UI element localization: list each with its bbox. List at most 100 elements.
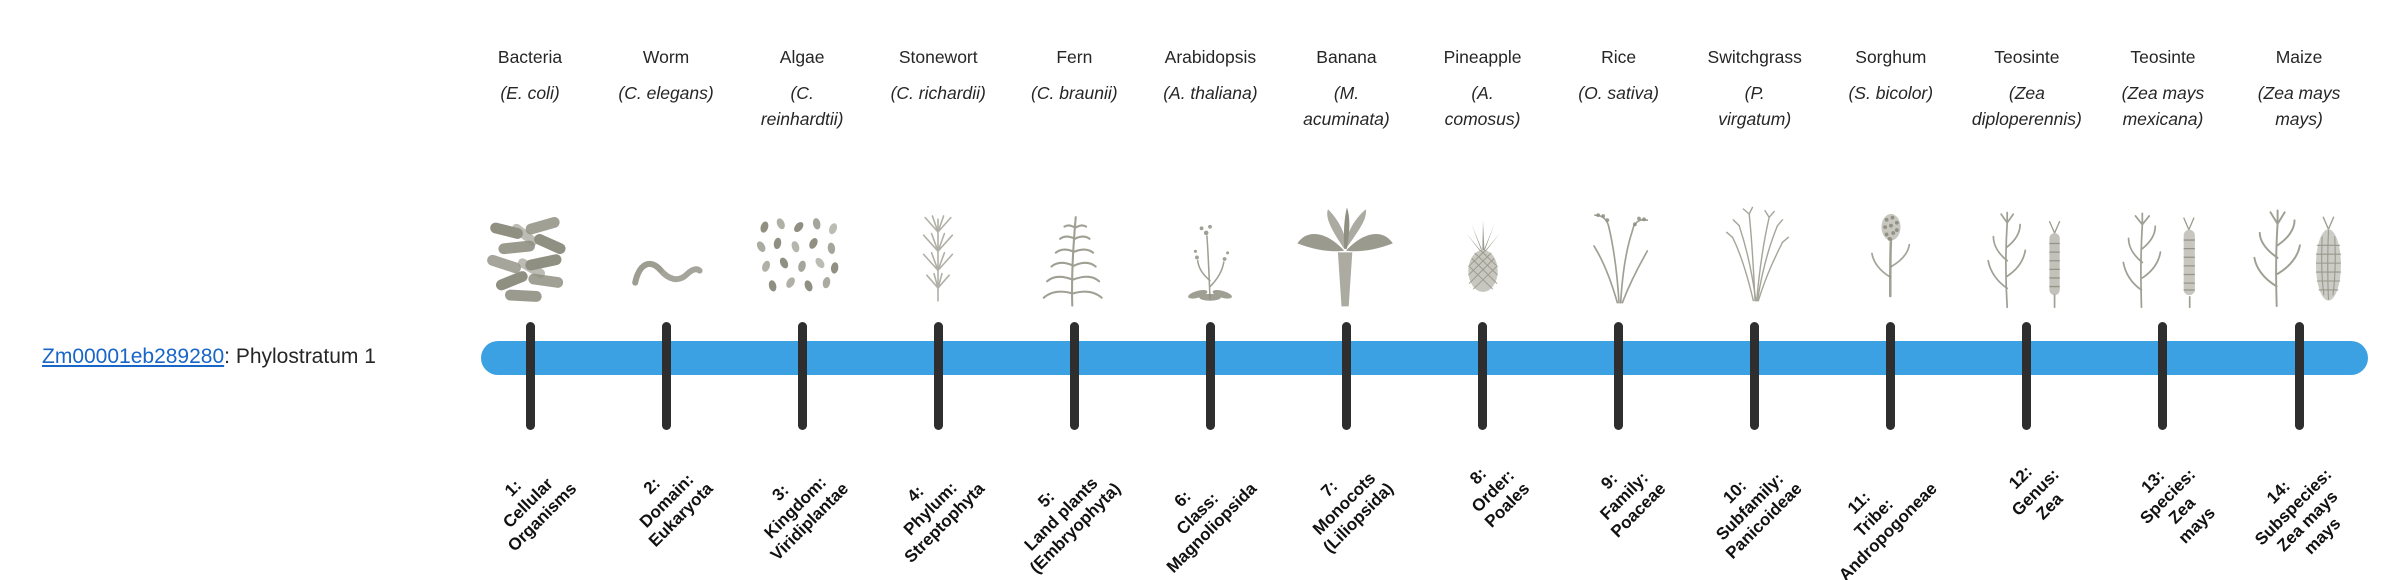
pineapple-icon: [1408, 176, 1558, 312]
species-common-name: Algae: [779, 47, 825, 67]
phylostratum-label: 11: Tribe: Andropogoneae: [1807, 450, 1943, 580]
switchgrass-icon: [1680, 176, 1830, 312]
sorghum-icon: [1816, 176, 1966, 312]
species-scientific-name: (S. bicolor): [1771, 80, 2011, 106]
scientific-name-line: reinhardtii): [760, 109, 844, 129]
species-header: Teosinte (Zea diploperennis): [1907, 46, 2147, 132]
species-scientific-name: (C. elegans): [546, 80, 786, 106]
species-column-banana: Banana (M. acuminata) 7: Monocots (Liliopsi…: [1271, 0, 1421, 580]
species-header: Maize (Zea mays mays): [2179, 46, 2400, 132]
species-common-name: Teosinte: [1994, 47, 2060, 67]
timeline-tick-icon: [2158, 322, 2168, 430]
species-common-name: Stonewort: [898, 47, 978, 67]
phylostratum-label: 3: Kingdom: Viridiplantae: [738, 450, 853, 565]
phylostratum-label: 8: Order: Poales: [1452, 450, 1534, 532]
species-scientific-name: (C. richardii): [818, 80, 1058, 106]
scientific-name-line: (C.: [790, 83, 814, 103]
scientific-name-line: (C. richardii): [890, 83, 986, 103]
species-column-bacteria: Bacteria (E. coli) 1: Cellular Organisms: [455, 0, 605, 580]
phylostratum-label: 10: Subfamily: Panicoideae: [1693, 450, 1807, 564]
species-header: Pineapple (A. comosus): [1363, 46, 1603, 132]
species-scientific-name: (M. acuminata): [1226, 80, 1466, 132]
scientific-name-line: (C. braunii): [1031, 83, 1118, 103]
scientific-name-line: (E. coli): [500, 83, 560, 103]
species-column-stonewort: Stonewort (C. richardii) 4: Phylum: Strept…: [863, 0, 1013, 580]
scientific-name-line: comosus): [1444, 109, 1521, 129]
species-header: Teosinte (Zea mays mexicana): [2043, 46, 2283, 132]
species-column-switchgrass: Switchgrass (P. virgatum) 10: Subfamily: Pa…: [1680, 0, 1830, 580]
scientific-name-line: mexicana): [2122, 109, 2204, 129]
algae-icon: [727, 176, 877, 312]
timeline-tick-icon: [2022, 322, 2032, 430]
scientific-name-line: (M.: [1333, 83, 1360, 103]
species-column-fern: Fern (C. braunii) 5: Land plants (Embryoph…: [999, 0, 1149, 580]
species-common-name: Teosinte: [2130, 47, 2196, 67]
species-column-maize: Maize (Zea mays mays) 14: Subspecies: Zea m…: [2224, 0, 2374, 580]
species-common-name: Pineapple: [1443, 47, 1522, 67]
timeline-tick-icon: [1478, 322, 1488, 430]
species-header: Algae (C. reinhardtii): [682, 46, 922, 132]
scientific-name-line: (O. sativa): [1578, 83, 1659, 103]
phylostratum-label: 6: Class: Magnoliopsida: [1134, 450, 1262, 578]
species-column-rice: Rice (O. sativa) 9: Family: Poaceae: [1544, 0, 1694, 580]
species-common-name: Sorghum: [1855, 47, 1927, 67]
species-common-name: Fern: [1056, 47, 1093, 67]
timeline-tick-icon: [1069, 322, 1079, 430]
species-header: Arabidopsis (A. thaliana): [1090, 46, 1330, 106]
species-common-name: Worm: [642, 47, 690, 67]
teosinte-mexicana-icon: [2088, 176, 2238, 312]
phylostratum-label: 9: Family: Poaceae: [1578, 450, 1670, 542]
scientific-name-line: (Zea mays: [2257, 83, 2341, 103]
species-scientific-name: (E. coli): [410, 80, 650, 106]
species-header: Stonewort (C. richardii): [818, 46, 1058, 106]
species-scientific-name: (Zea mays mexicana): [2043, 80, 2283, 132]
maize-icon: [2224, 176, 2374, 312]
timeline-tick-icon: [1614, 322, 1624, 430]
species-column-worm: Worm (C. elegans) 2: Domain: Eukaryota: [591, 0, 741, 580]
timeline-tick-icon: [2294, 322, 2304, 430]
species-column-pineapple: Pineapple (A. comosus) 8: Order: Poales: [1408, 0, 1558, 580]
scientific-name-line: (A.: [1471, 83, 1494, 103]
phylostratum-label: 13: Species: Zea mays: [2121, 450, 2228, 557]
species-header: Rice (O. sativa): [1499, 46, 1739, 106]
scientific-name-line: diploperennis): [1971, 109, 2082, 129]
timeline-tick-icon: [661, 322, 671, 430]
phylostratum-label: 5: Land plants (Embryophyta): [997, 450, 1125, 578]
species-header: Fern (C. braunii): [954, 46, 1194, 106]
timeline-tick-icon: [1341, 322, 1351, 430]
species-header: Switchgrass (P. virgatum): [1635, 46, 1875, 132]
species-scientific-name: (A. comosus): [1363, 80, 1603, 132]
fern-icon: [999, 176, 1149, 312]
scientific-name-line: (C. elegans): [618, 83, 714, 103]
timeline-tick-icon: [1205, 322, 1215, 430]
species-common-name: Bacteria: [497, 47, 563, 67]
species-scientific-name: (Zea diploperennis): [1907, 80, 2147, 132]
phylostratum-label: 14: Subspecies: Zea mays mays: [2236, 450, 2365, 579]
timeline-tick-icon: [797, 322, 807, 430]
worm-icon: [591, 176, 741, 312]
bacteria-icon: [455, 176, 605, 312]
phylostratum-label: 7: Monocots (Liliopsida): [1290, 450, 1398, 558]
species-header: Worm (C. elegans): [546, 46, 786, 106]
species-common-name: Switchgrass: [1707, 47, 1802, 67]
scientific-name-line: virgatum): [1718, 109, 1792, 129]
species-scientific-name: (C. reinhardtii): [682, 80, 922, 132]
species-scientific-name: (Zea mays mays): [2179, 80, 2400, 132]
species-scientific-name: (P. virgatum): [1635, 80, 1875, 132]
species-header: Bacteria (E. coli): [410, 46, 650, 106]
scientific-name-line: (P.: [1744, 83, 1765, 103]
phylostratum-label: 1: Cellular Organisms: [475, 450, 581, 556]
scientific-name-line: (A. thaliana): [1163, 83, 1258, 103]
scientific-name-line: mays): [2275, 109, 2323, 129]
species-header: Sorghum (S. bicolor): [1771, 46, 2011, 106]
species-common-name: Rice: [1601, 47, 1637, 67]
species-common-name: Maize: [2275, 47, 2323, 67]
species-scientific-name: (O. sativa): [1499, 80, 1739, 106]
scientific-name-line: (Zea: [2008, 83, 2045, 103]
species-common-name: Arabidopsis: [1164, 47, 1257, 67]
gene-link[interactable]: Zm00001eb289280: [42, 345, 225, 368]
species-common-name: Banana: [1316, 47, 1377, 67]
timeline-tick-icon: [933, 322, 943, 430]
species-column-arabidopsis: Arabidopsis (A. thaliana) 6: Class: Magnol…: [1135, 0, 1285, 580]
